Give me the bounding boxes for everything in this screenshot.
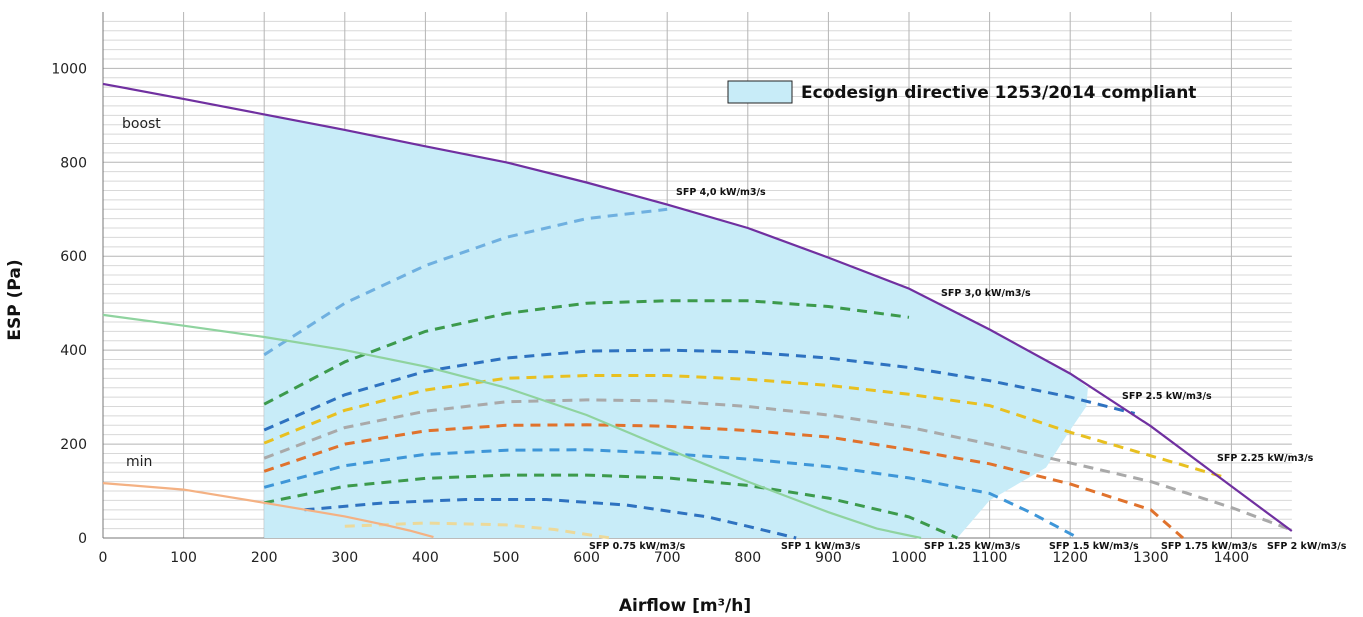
x-tick-label: 700 [654,550,681,566]
legend-swatch [727,80,793,104]
sfp-curve [263,207,668,357]
x-tick-label: 600 [573,550,600,566]
y-tick-label: 1000 [51,61,87,77]
x-tick-label: 500 [493,550,520,566]
y-axis-title: ESP (Pa) [5,259,25,340]
x-tick-label: 100 [170,550,197,566]
sfp-label-2-5: SFP 2.5 kW/m3/s [1122,391,1212,402]
sfp-label-0-75: SFP 0.75 kW/m3/s [589,541,686,552]
sfp-curve [263,398,1289,531]
tick-labels-layer: 0 100 200 300 400 500 600 700 800 900 1000 1100 1200… [51,61,1249,566]
sfp-curve [263,299,910,406]
boost-curve-label: boost [122,116,161,132]
x-tick-label: 1400 [1214,550,1250,566]
sfp-curve [263,423,1184,540]
x-tick-label: 1300 [1133,550,1169,566]
x-tick-label: 200 [251,550,278,566]
legend-label: Ecodesign directive 1253/2014 compliant [801,83,1196,103]
x-axis-title: Airflow [m³/h] [619,596,751,616]
min-curve-label: min [126,454,152,470]
sfp-label-1: SFP 1 kW/m3/s [781,541,861,552]
y-tick-label: 800 [60,155,87,171]
operating-curve [102,82,1293,532]
sfp-label-1-25: SFP 1.25 kW/m3/s [924,541,1021,552]
sfp-curves-layer [263,207,1289,540]
sfp-curve [263,348,1136,432]
sfp-label-3-0: SFP 3,0 kW/m3/s [941,288,1031,299]
sfp-label-4-0: SFP 4,0 kW/m3/s [676,187,766,198]
sfp-label-2: SFP 2 kW/m3/s [1267,541,1347,552]
sfp-label-1-75: SFP 1.75 kW/m3/s [1161,541,1258,552]
x-tick-label: 800 [734,550,761,566]
sfp-label-2-25: SFP 2.25 kW/m3/s [1217,453,1314,464]
x-tick-label: 400 [412,550,439,566]
y-tick-label: 0 [78,531,87,547]
sfp-curve [263,473,958,540]
y-tick-label: 600 [60,249,87,265]
x-tick-label: 0 [99,550,108,566]
operating-curve [102,482,434,539]
sfp-curve [263,374,1224,479]
y-tick-label: 400 [60,343,87,359]
operating-curve [102,313,922,540]
operating-curves-layer [102,82,1293,540]
x-tick-label: 1200 [1052,550,1088,566]
x-tick-label: 1000 [891,550,927,566]
y-tick-label: 200 [60,437,87,453]
x-tick-label: 1100 [972,550,1008,566]
sfp-label-1-5: SFP 1.5 kW/m3/s [1049,541,1139,552]
x-tick-label: 900 [815,550,842,566]
x-tick-label: 300 [331,550,358,566]
ecodesign-compliant-area [264,114,1088,539]
compliant-region-layer [264,114,1088,539]
sfp-curve [263,448,1080,540]
sfp-curve [304,498,797,540]
